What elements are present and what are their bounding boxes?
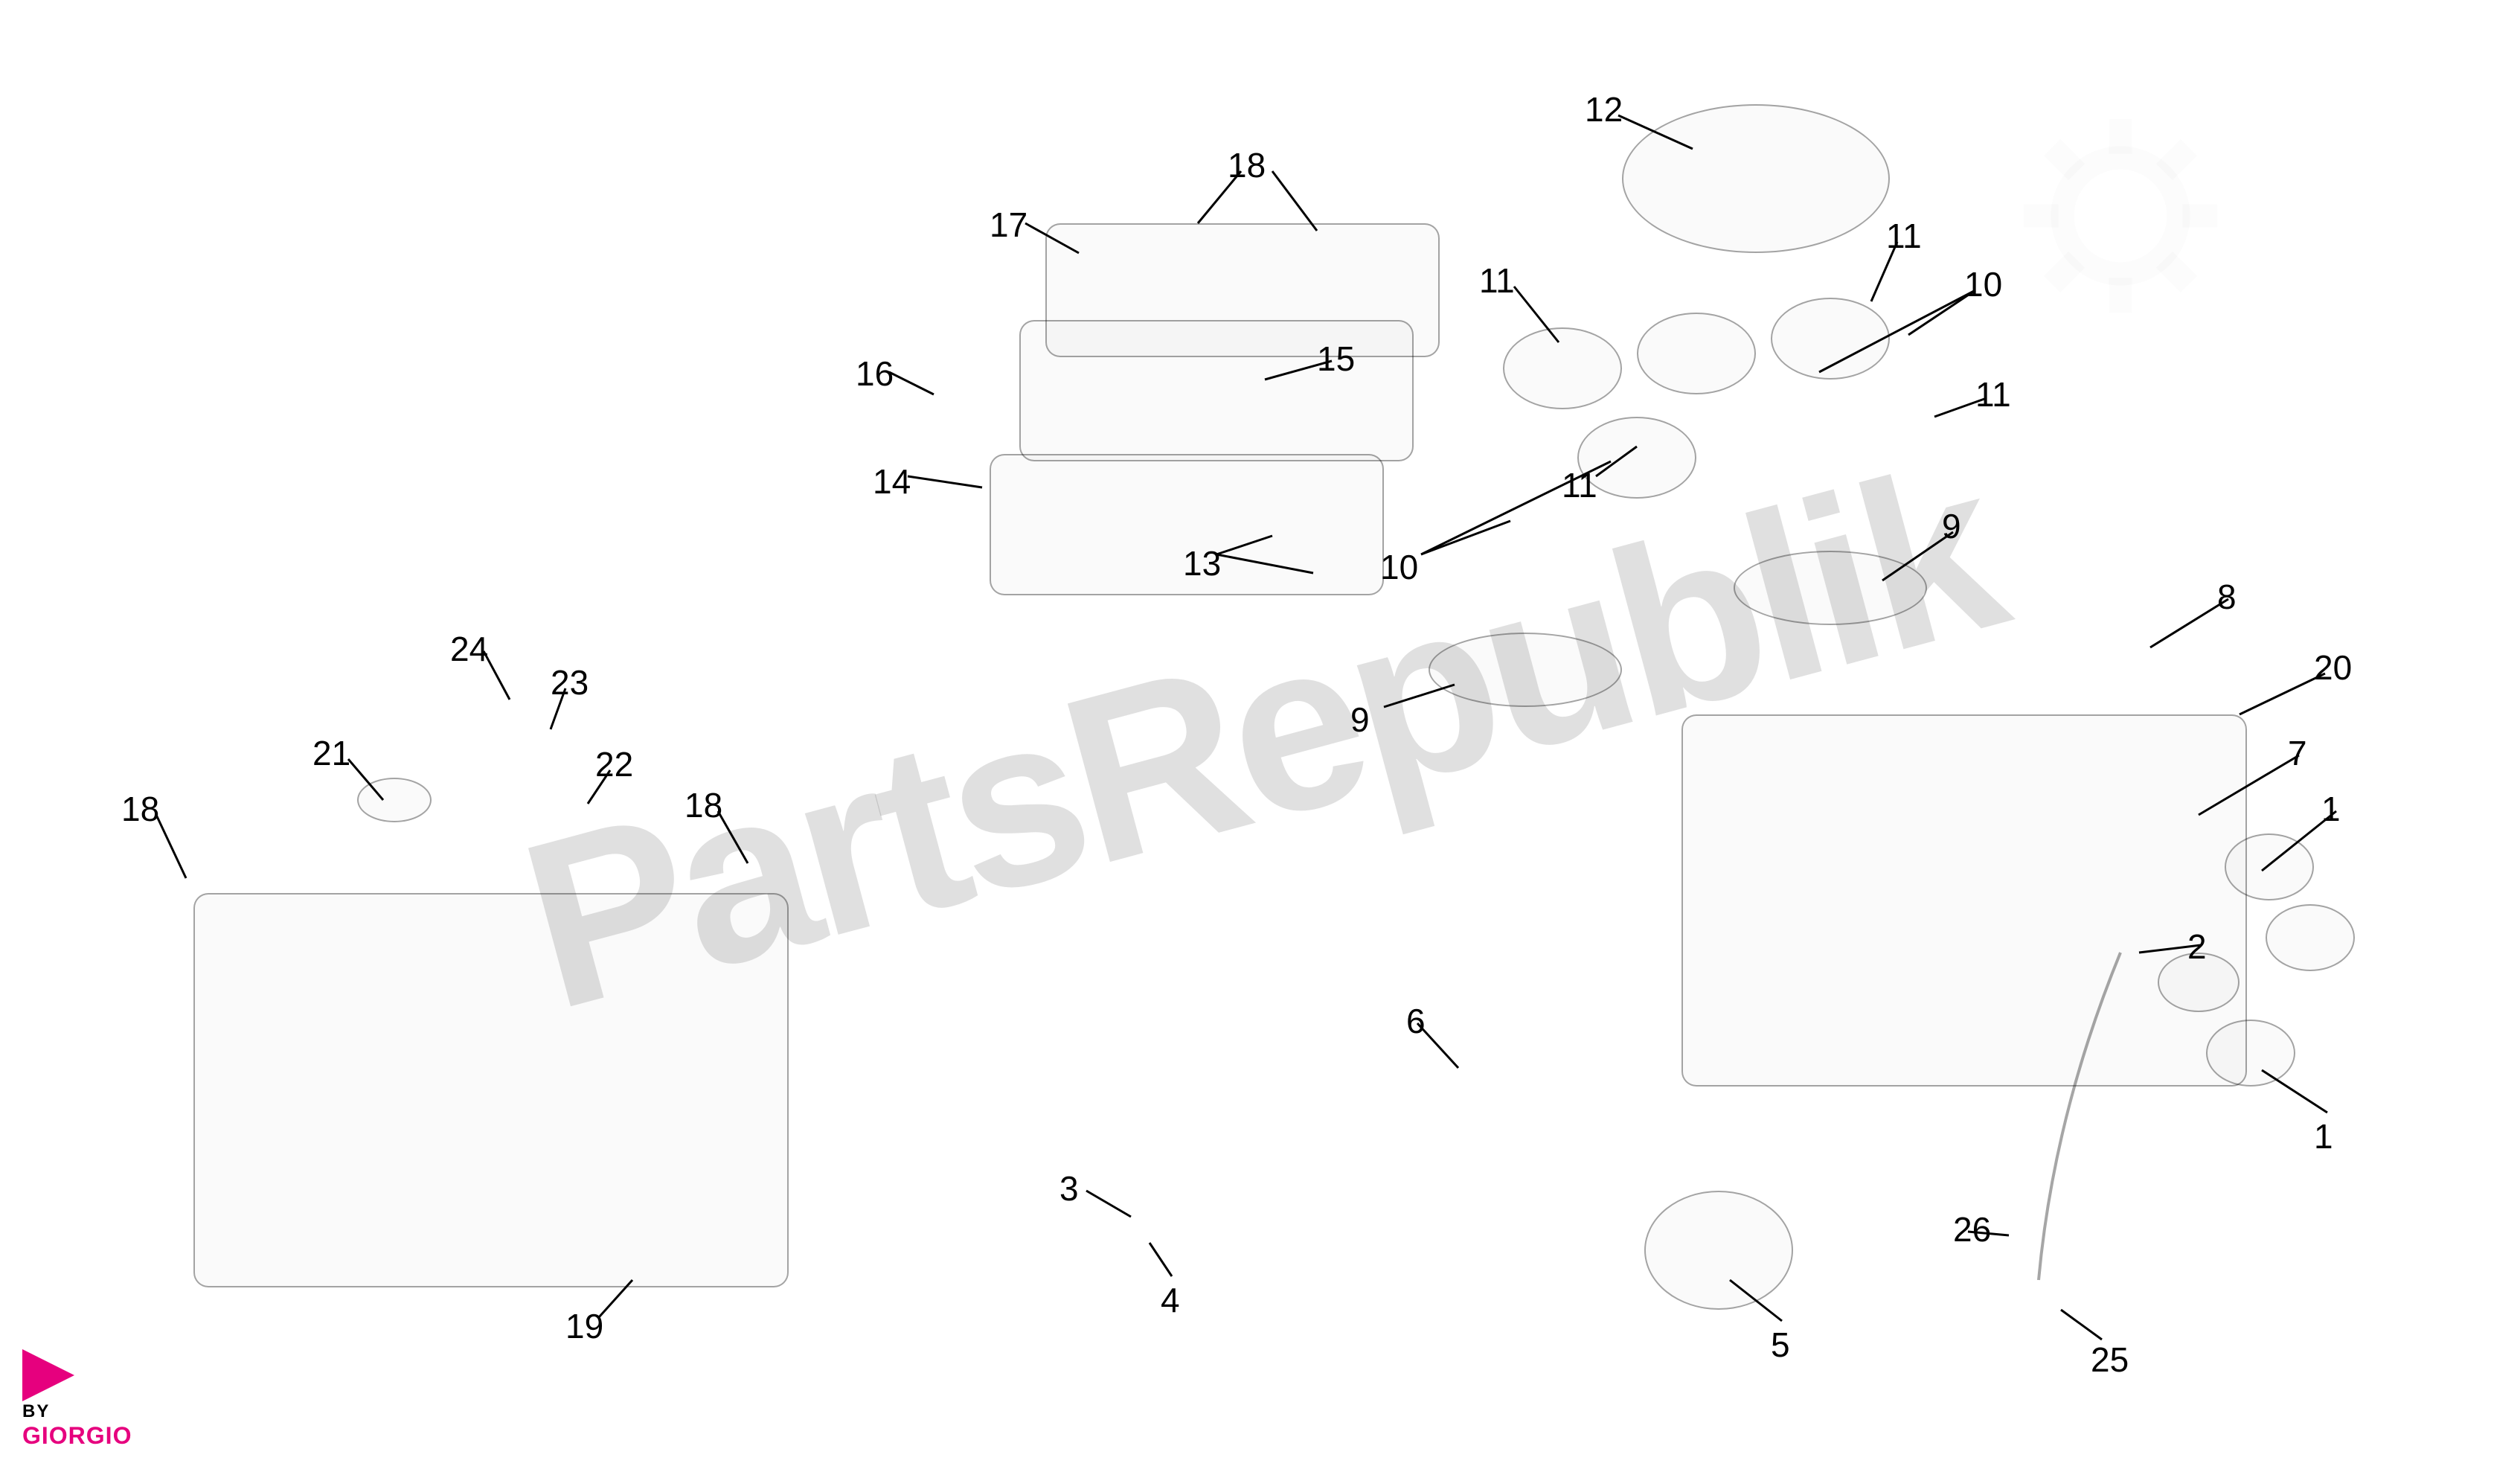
part-label-11: 11 <box>1562 465 1597 505</box>
part-label-4: 4 <box>1161 1280 1180 1320</box>
sketch-intake-duct <box>1644 1191 1793 1310</box>
part-label-17: 17 <box>990 205 1027 245</box>
part-label-18: 18 <box>1228 145 1266 185</box>
part-label-11: 11 <box>1886 216 1922 256</box>
sketch-intake-funnel <box>1637 313 1756 394</box>
part-label-6: 6 <box>1406 1001 1426 1041</box>
logo-name: GIORGIO <box>22 1422 132 1450</box>
part-label-14: 14 <box>873 461 911 502</box>
sketch-seal-ring <box>2206 1020 2295 1087</box>
sketch-airbox-cover <box>193 893 789 1287</box>
part-label-3: 3 <box>1059 1168 1079 1209</box>
part-label-23: 23 <box>551 662 589 703</box>
part-label-7: 7 <box>2288 733 2307 773</box>
part-label-5: 5 <box>1771 1325 1790 1365</box>
part-label-18: 18 <box>121 789 159 829</box>
sketch-throttle-body-top <box>1622 104 1890 253</box>
part-label-11: 11 <box>1975 374 2011 415</box>
part-label-18: 18 <box>684 785 722 825</box>
part-label-1: 1 <box>2321 789 2341 829</box>
part-label-16: 16 <box>856 353 894 394</box>
part-label-21: 21 <box>312 733 350 773</box>
sketch-seal-ring <box>2266 904 2355 971</box>
part-label-13: 13 <box>1183 543 1221 583</box>
part-label-11: 11 <box>1479 260 1515 301</box>
part-label-15: 15 <box>1317 339 1355 379</box>
part-label-2: 2 <box>2187 927 2207 967</box>
part-label-9: 9 <box>1350 700 1370 740</box>
part-label-22: 22 <box>595 744 633 784</box>
sketch-seal-ring <box>2225 833 2314 900</box>
logo-shape <box>22 1349 74 1401</box>
part-label-26: 26 <box>1953 1209 1991 1249</box>
parts-diagram: PartsRepublik 11234567899101011111111121… <box>0 0 2520 1472</box>
sketch-intake-manifold <box>1734 551 1927 625</box>
sketch-filter-frame-upper <box>1045 223 1440 357</box>
part-label-25: 25 <box>2091 1340 2129 1380</box>
part-label-10: 10 <box>1380 547 1418 587</box>
part-label-8: 8 <box>2217 577 2237 617</box>
part-label-24: 24 <box>450 629 488 669</box>
part-label-10: 10 <box>1964 264 2002 304</box>
part-label-1: 1 <box>2314 1116 2333 1156</box>
sketch-intake-funnel <box>1503 327 1622 409</box>
brand-logo: BY GIORGIO <box>22 1349 132 1450</box>
part-label-12: 12 <box>1585 89 1623 129</box>
sketch-airbox-base <box>1681 714 2247 1087</box>
part-label-19: 19 <box>565 1306 603 1346</box>
part-label-9: 9 <box>1942 506 1961 546</box>
logo-by: BY <box>22 1401 50 1422</box>
sketch-intake-manifold <box>1429 633 1622 707</box>
gear-icon <box>2024 119 2217 313</box>
part-label-20: 20 <box>2314 647 2352 688</box>
sketch-grommet <box>357 778 432 822</box>
sketch-intake-funnel <box>1771 298 1890 380</box>
